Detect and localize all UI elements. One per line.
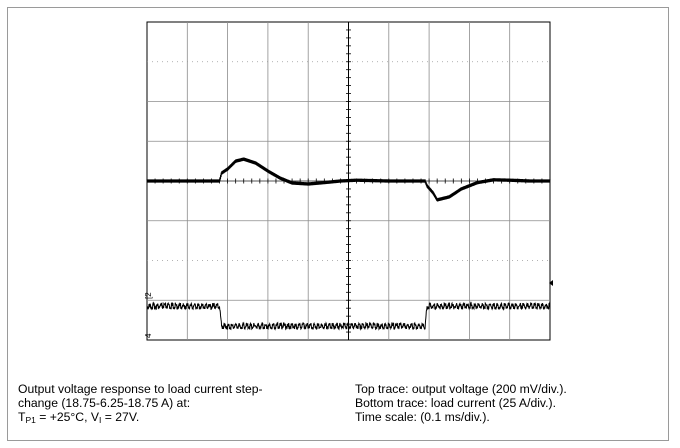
- t-subscript: P1: [25, 415, 36, 426]
- trace-output-voltage: [146, 157, 551, 202]
- caption-left-line1: Output voltage response to load current …: [18, 382, 263, 396]
- v-subscript: I: [99, 415, 102, 426]
- caption-right: Top trace: output voltage (200 mV/div.).…: [355, 382, 665, 425]
- caption-right-line3: Time scale: (0.1 ms/div.).: [355, 410, 490, 425]
- caption-left: Output voltage response to load current …: [18, 382, 353, 425]
- condition-text: = +25°C, V: [35, 410, 99, 425]
- trigger-arrow-icon: [549, 280, 553, 286]
- caption-left-line2: change (18.75-6.25-18.75 A) at:: [18, 396, 191, 411]
- figure-frame: [7, 7, 669, 441]
- t-symbol: T: [18, 410, 26, 425]
- channel-marker-voltage: 4: [144, 333, 153, 338]
- caption-right-line2: Bottom trace: load current (25 A/div.).: [355, 396, 556, 411]
- trace-load-current: [146, 301, 551, 331]
- condition-end: = 27V.: [101, 410, 140, 425]
- channel-markers: [2 4: [144, 280, 553, 338]
- caption-right-line1: Top trace: output voltage (200 mV/div.).: [355, 382, 567, 396]
- channel-marker-current: [2: [144, 292, 153, 299]
- caption-left-line3: TP1 = +25°C, VI = 27V.: [18, 410, 353, 424]
